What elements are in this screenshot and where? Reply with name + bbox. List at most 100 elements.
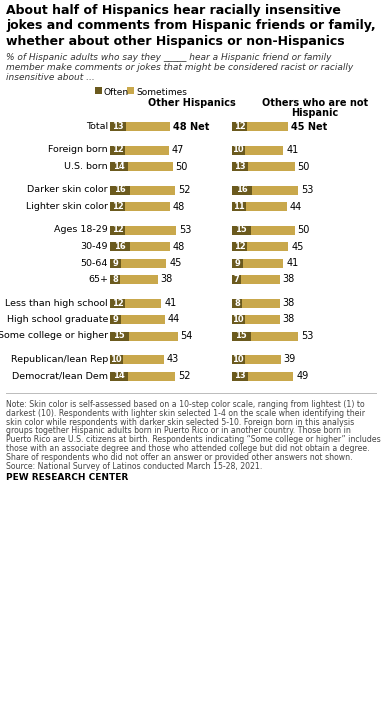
Text: 53: 53 (179, 225, 192, 235)
Bar (232, 372, 248, 380)
Text: 14: 14 (113, 162, 125, 171)
Text: % of Hispanic adults who say they _____ hear a Hispanic friend or family: % of Hispanic adults who say they _____ … (6, 53, 332, 61)
Text: 15: 15 (235, 331, 247, 341)
Text: 48: 48 (173, 202, 185, 212)
Text: 9: 9 (235, 258, 241, 268)
Text: Republican/lean Rep: Republican/lean Rep (11, 355, 108, 364)
Text: 41: 41 (164, 298, 176, 308)
Bar (232, 145, 244, 155)
Text: 49: 49 (296, 371, 309, 381)
Bar (110, 355, 164, 364)
Bar (232, 162, 248, 171)
Text: About half of Hispanics hear racially insensitive: About half of Hispanics hear racially in… (6, 4, 341, 17)
Text: 8: 8 (112, 275, 118, 284)
Text: jokes and comments from Hispanic friends or family,: jokes and comments from Hispanic friends… (6, 19, 376, 32)
Text: 8: 8 (234, 299, 240, 307)
Text: 13: 13 (234, 372, 246, 380)
Bar (110, 372, 175, 380)
Text: 50-64: 50-64 (81, 258, 108, 268)
Text: 44: 44 (168, 315, 180, 325)
Text: Foreign born: Foreign born (49, 145, 108, 155)
Text: 41: 41 (286, 145, 298, 155)
Text: Less than high school: Less than high school (5, 299, 108, 307)
Bar (232, 145, 283, 155)
Bar (232, 186, 298, 194)
Bar (110, 145, 169, 155)
Text: 50: 50 (298, 225, 310, 235)
Text: those with an associate degree and those who attended college but did not obtain: those with an associate degree and those… (6, 444, 370, 453)
Bar (110, 315, 121, 324)
Text: skin color while respondents with darker skin selected 5-10. Foreign born in thi: skin color while respondents with darker… (6, 418, 354, 426)
Text: whether about other Hispanics or non-Hispanics: whether about other Hispanics or non-His… (6, 35, 345, 48)
Bar (110, 258, 166, 268)
Bar (110, 202, 170, 211)
Bar (232, 258, 243, 268)
Bar (110, 145, 125, 155)
Bar (232, 225, 295, 235)
Text: Often: Often (104, 88, 129, 97)
Text: 43: 43 (167, 354, 179, 364)
Bar (232, 355, 281, 364)
Text: Note: Skin color is self-assessed based on a 10-step color scale, ranging from l: Note: Skin color is self-assessed based … (6, 400, 365, 409)
Bar (110, 202, 125, 211)
Bar (232, 122, 288, 131)
Text: Share of respondents who did not offer an answer or provided other answers not s: Share of respondents who did not offer a… (6, 453, 353, 462)
Text: member make comments or jokes that might be considered racist or racially: member make comments or jokes that might… (6, 63, 353, 72)
Text: 52: 52 (178, 185, 191, 195)
Bar (232, 162, 295, 171)
Bar (110, 225, 125, 235)
Bar (110, 162, 128, 171)
Text: 38: 38 (283, 274, 295, 284)
Bar (232, 186, 252, 194)
Bar (232, 242, 247, 251)
Bar (110, 299, 125, 307)
Text: 11: 11 (233, 202, 245, 211)
Bar (127, 87, 134, 94)
Bar (110, 315, 165, 324)
Text: Hispanic: Hispanic (291, 108, 338, 118)
Bar (110, 242, 170, 251)
Bar (232, 355, 244, 364)
Bar (232, 275, 280, 284)
Text: Others who are not: Others who are not (262, 98, 368, 108)
Bar (232, 122, 247, 131)
Text: 53: 53 (301, 331, 314, 341)
Bar (232, 315, 244, 324)
Text: 12: 12 (112, 145, 123, 155)
Bar (110, 331, 178, 341)
Text: U.S. born: U.S. born (65, 162, 108, 171)
Bar (232, 315, 280, 324)
Text: Ages 18-29: Ages 18-29 (54, 225, 108, 235)
Text: 65+: 65+ (88, 275, 108, 284)
Text: 14: 14 (113, 372, 125, 380)
Text: 30-49: 30-49 (81, 242, 108, 251)
Text: groups together Hispanic adults born in Puerto Rico or in another country. Those: groups together Hispanic adults born in … (6, 426, 351, 436)
Bar (110, 186, 175, 194)
Bar (110, 186, 130, 194)
Text: 13: 13 (112, 122, 124, 131)
Bar (110, 372, 128, 380)
Text: 41: 41 (286, 258, 298, 268)
Bar (232, 275, 241, 284)
Text: Some college or higher: Some college or higher (0, 331, 108, 341)
Text: 10: 10 (232, 315, 244, 324)
Text: Darker skin color: Darker skin color (28, 186, 108, 194)
Text: 38: 38 (283, 315, 295, 325)
Text: Other Hispanics: Other Hispanics (148, 98, 236, 108)
Text: 52: 52 (178, 371, 191, 381)
Text: Puerto Rico are U.S. citizens at birth. Respondents indicating “Some college or : Puerto Rico are U.S. citizens at birth. … (6, 435, 381, 444)
Bar (232, 299, 280, 307)
Text: 50: 50 (175, 161, 188, 171)
Bar (232, 331, 251, 341)
Text: 15: 15 (235, 225, 247, 235)
Bar (110, 122, 170, 131)
Text: 16: 16 (114, 186, 126, 194)
Text: 45: 45 (291, 241, 304, 251)
Text: 12: 12 (234, 242, 245, 251)
Text: 45: 45 (169, 258, 181, 268)
Bar (110, 225, 176, 235)
Text: 16: 16 (236, 186, 248, 194)
Text: 9: 9 (113, 258, 118, 268)
Bar (232, 225, 251, 235)
Text: 7: 7 (233, 275, 239, 284)
